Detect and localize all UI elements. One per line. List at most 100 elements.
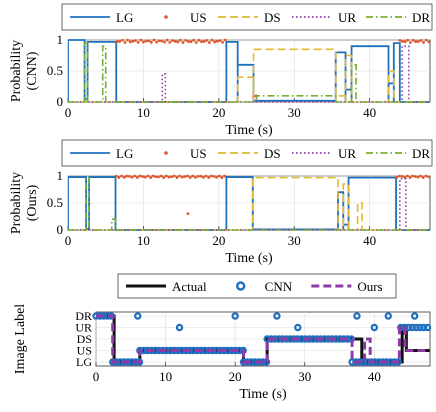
point-US — [146, 174, 150, 178]
legend-label-UR: UR — [338, 146, 356, 161]
legend-label-US: US — [190, 10, 207, 25]
point-US — [210, 38, 214, 42]
y-tick-label: DS — [77, 332, 92, 346]
point-US — [188, 176, 192, 179]
point-US — [215, 39, 219, 43]
point-US — [184, 38, 188, 42]
point-US — [209, 174, 213, 178]
point-US — [125, 174, 129, 178]
point-US — [186, 212, 190, 216]
point-US — [405, 174, 409, 178]
legend-label-DS: DS — [264, 10, 281, 25]
point-CNN — [134, 312, 142, 320]
point-US — [413, 175, 417, 178]
point-US — [154, 175, 158, 179]
point-US — [186, 174, 189, 178]
series-DS — [68, 48, 430, 103]
point-US — [139, 38, 143, 42]
point-US — [120, 38, 124, 42]
point-US — [408, 176, 412, 179]
point-US — [167, 175, 171, 179]
axes-0: 0 10 20 30 40 Time (s) 0 0.5 1 Probability (CNN) — [9, 32, 431, 138]
point-US — [191, 174, 195, 178]
point-US — [120, 174, 123, 178]
series-DR — [68, 176, 430, 231]
point-US — [162, 176, 166, 180]
x-axis-label: Time (s) — [225, 251, 273, 266]
y-tick-label: 0.5 — [47, 63, 63, 78]
x-tick-label: 20 — [212, 105, 225, 120]
x-tick-label: 0 — [65, 105, 72, 120]
point-US — [141, 175, 145, 178]
point-US — [170, 175, 174, 179]
x-tick-label: 20 — [229, 369, 242, 384]
line-LG — [68, 176, 430, 231]
point-US — [147, 39, 151, 43]
x-tick-label: 20 — [212, 233, 225, 248]
point-US — [220, 176, 224, 179]
point-US — [175, 176, 179, 179]
point-CNN — [175, 323, 184, 332]
point-US — [172, 174, 176, 178]
point-CNN — [294, 323, 302, 332]
point-US — [122, 176, 126, 179]
point-US — [128, 174, 131, 178]
point-US — [401, 40, 404, 43]
legend-label-UR: UR — [338, 10, 356, 25]
point-US — [416, 40, 420, 43]
point-US — [204, 174, 208, 178]
legend-label-LG: LG — [116, 10, 133, 25]
series-LG — [68, 176, 430, 231]
point-US — [212, 175, 216, 178]
point-US — [424, 174, 428, 178]
point-US — [118, 40, 122, 43]
y-tick-label: LG — [76, 355, 92, 369]
axes-1: 0 10 20 30 40 Time (s) 0 0.5 1 Probability (Ours) — [9, 168, 431, 266]
x-tick-label: 40 — [363, 105, 376, 120]
point-US — [157, 39, 161, 43]
point-US — [155, 40, 159, 44]
point-US — [160, 39, 164, 43]
x-tick-label: 10 — [137, 105, 150, 120]
point-US — [427, 175, 430, 179]
point-US — [202, 40, 206, 43]
y-tick-label: US — [77, 344, 92, 358]
point-US — [168, 40, 172, 44]
legend-label-CNN: CNN — [265, 279, 293, 294]
point-US — [403, 40, 407, 44]
legend-0: LG US DS UR DR — [61, 3, 433, 31]
series-UR — [68, 45, 430, 103]
point-US — [411, 38, 415, 42]
point-US — [149, 176, 152, 180]
point-US — [189, 40, 193, 44]
legend-label-DR: DR — [412, 146, 430, 161]
point-US — [213, 40, 217, 44]
point-US — [223, 38, 227, 42]
point-US — [128, 40, 132, 44]
point-US — [152, 38, 156, 42]
point-CNN — [384, 312, 392, 320]
legend-label-DR: DR — [412, 10, 430, 25]
x-tick-label: 10 — [159, 369, 172, 384]
point-CNN — [370, 323, 379, 332]
point-US — [131, 39, 135, 43]
legend-label-Actual: Actual — [172, 279, 207, 294]
point-CNN — [273, 312, 281, 320]
series-UR — [68, 177, 430, 231]
point-US — [215, 175, 218, 179]
point-US — [186, 40, 190, 43]
point-US — [408, 41, 412, 44]
x-tick-label: 40 — [368, 369, 381, 384]
line-DR — [68, 176, 430, 231]
x-tick-label: 30 — [298, 369, 311, 384]
point-US — [176, 40, 180, 44]
point-US — [165, 38, 169, 42]
point-US — [406, 38, 410, 42]
point-US — [398, 38, 402, 42]
point-US — [422, 41, 425, 44]
legend-1: LG US DS UR DR — [61, 139, 433, 167]
y-tick-label: 1 — [57, 168, 64, 183]
point-CNN — [231, 312, 239, 320]
x-tick-label: 40 — [363, 233, 376, 248]
point-US — [414, 40, 418, 44]
